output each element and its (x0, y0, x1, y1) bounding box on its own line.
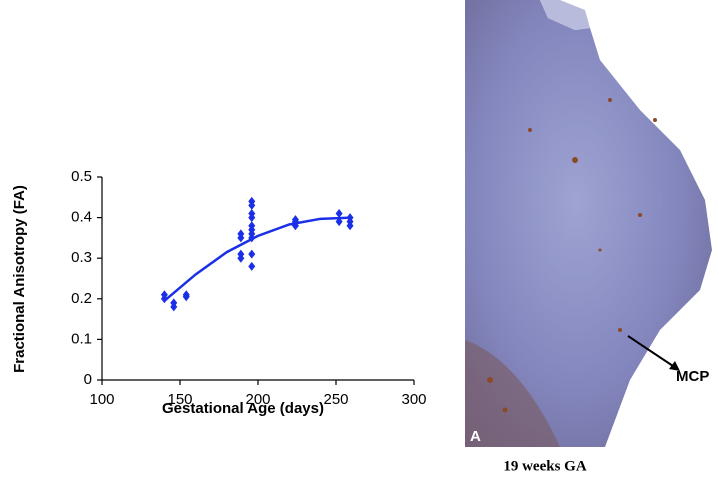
panel-label: A (470, 428, 481, 445)
point (346, 221, 354, 231)
point (248, 233, 256, 243)
point (335, 217, 343, 227)
point (170, 302, 178, 312)
point (182, 292, 190, 302)
point (237, 253, 245, 263)
point (335, 209, 343, 219)
arrow-head (669, 361, 680, 371)
histology-panel: MCP A (465, 0, 718, 447)
arrow (627, 335, 677, 369)
point (248, 249, 256, 259)
point (291, 221, 299, 231)
y-tick-label: 0 (84, 371, 92, 388)
point (160, 294, 168, 304)
x-tick-label: 100 (89, 391, 114, 408)
y-axis-label: Fractional Anisotropy (FA) (11, 185, 28, 373)
tissue-edge (540, 0, 590, 30)
point (346, 213, 354, 223)
point (248, 261, 256, 271)
stained-region (465, 340, 560, 447)
point (291, 215, 299, 225)
point (248, 213, 256, 223)
tissue-section (465, 0, 712, 447)
x-tick-label: 200 (245, 391, 270, 408)
y-tick-label: 0.1 (71, 330, 92, 347)
x-tick-label: 300 (401, 391, 426, 408)
x-axis-label: Gestational Age (days) (162, 400, 324, 417)
x-tick-label: 150 (167, 391, 192, 408)
stain-spots (487, 98, 657, 413)
point (237, 233, 245, 243)
point (248, 200, 256, 210)
x-tick-label: 250 (323, 391, 348, 408)
caption: 19 weeks GA (503, 458, 586, 474)
annotation: MCP (676, 368, 709, 385)
y-tick-label: 0.4 (71, 209, 92, 226)
y-tick-label: 0.5 (71, 168, 92, 185)
trend-line (163, 216, 352, 302)
y-tick-label: 0.3 (71, 249, 92, 266)
y-tick-label: 0.2 (71, 290, 92, 307)
